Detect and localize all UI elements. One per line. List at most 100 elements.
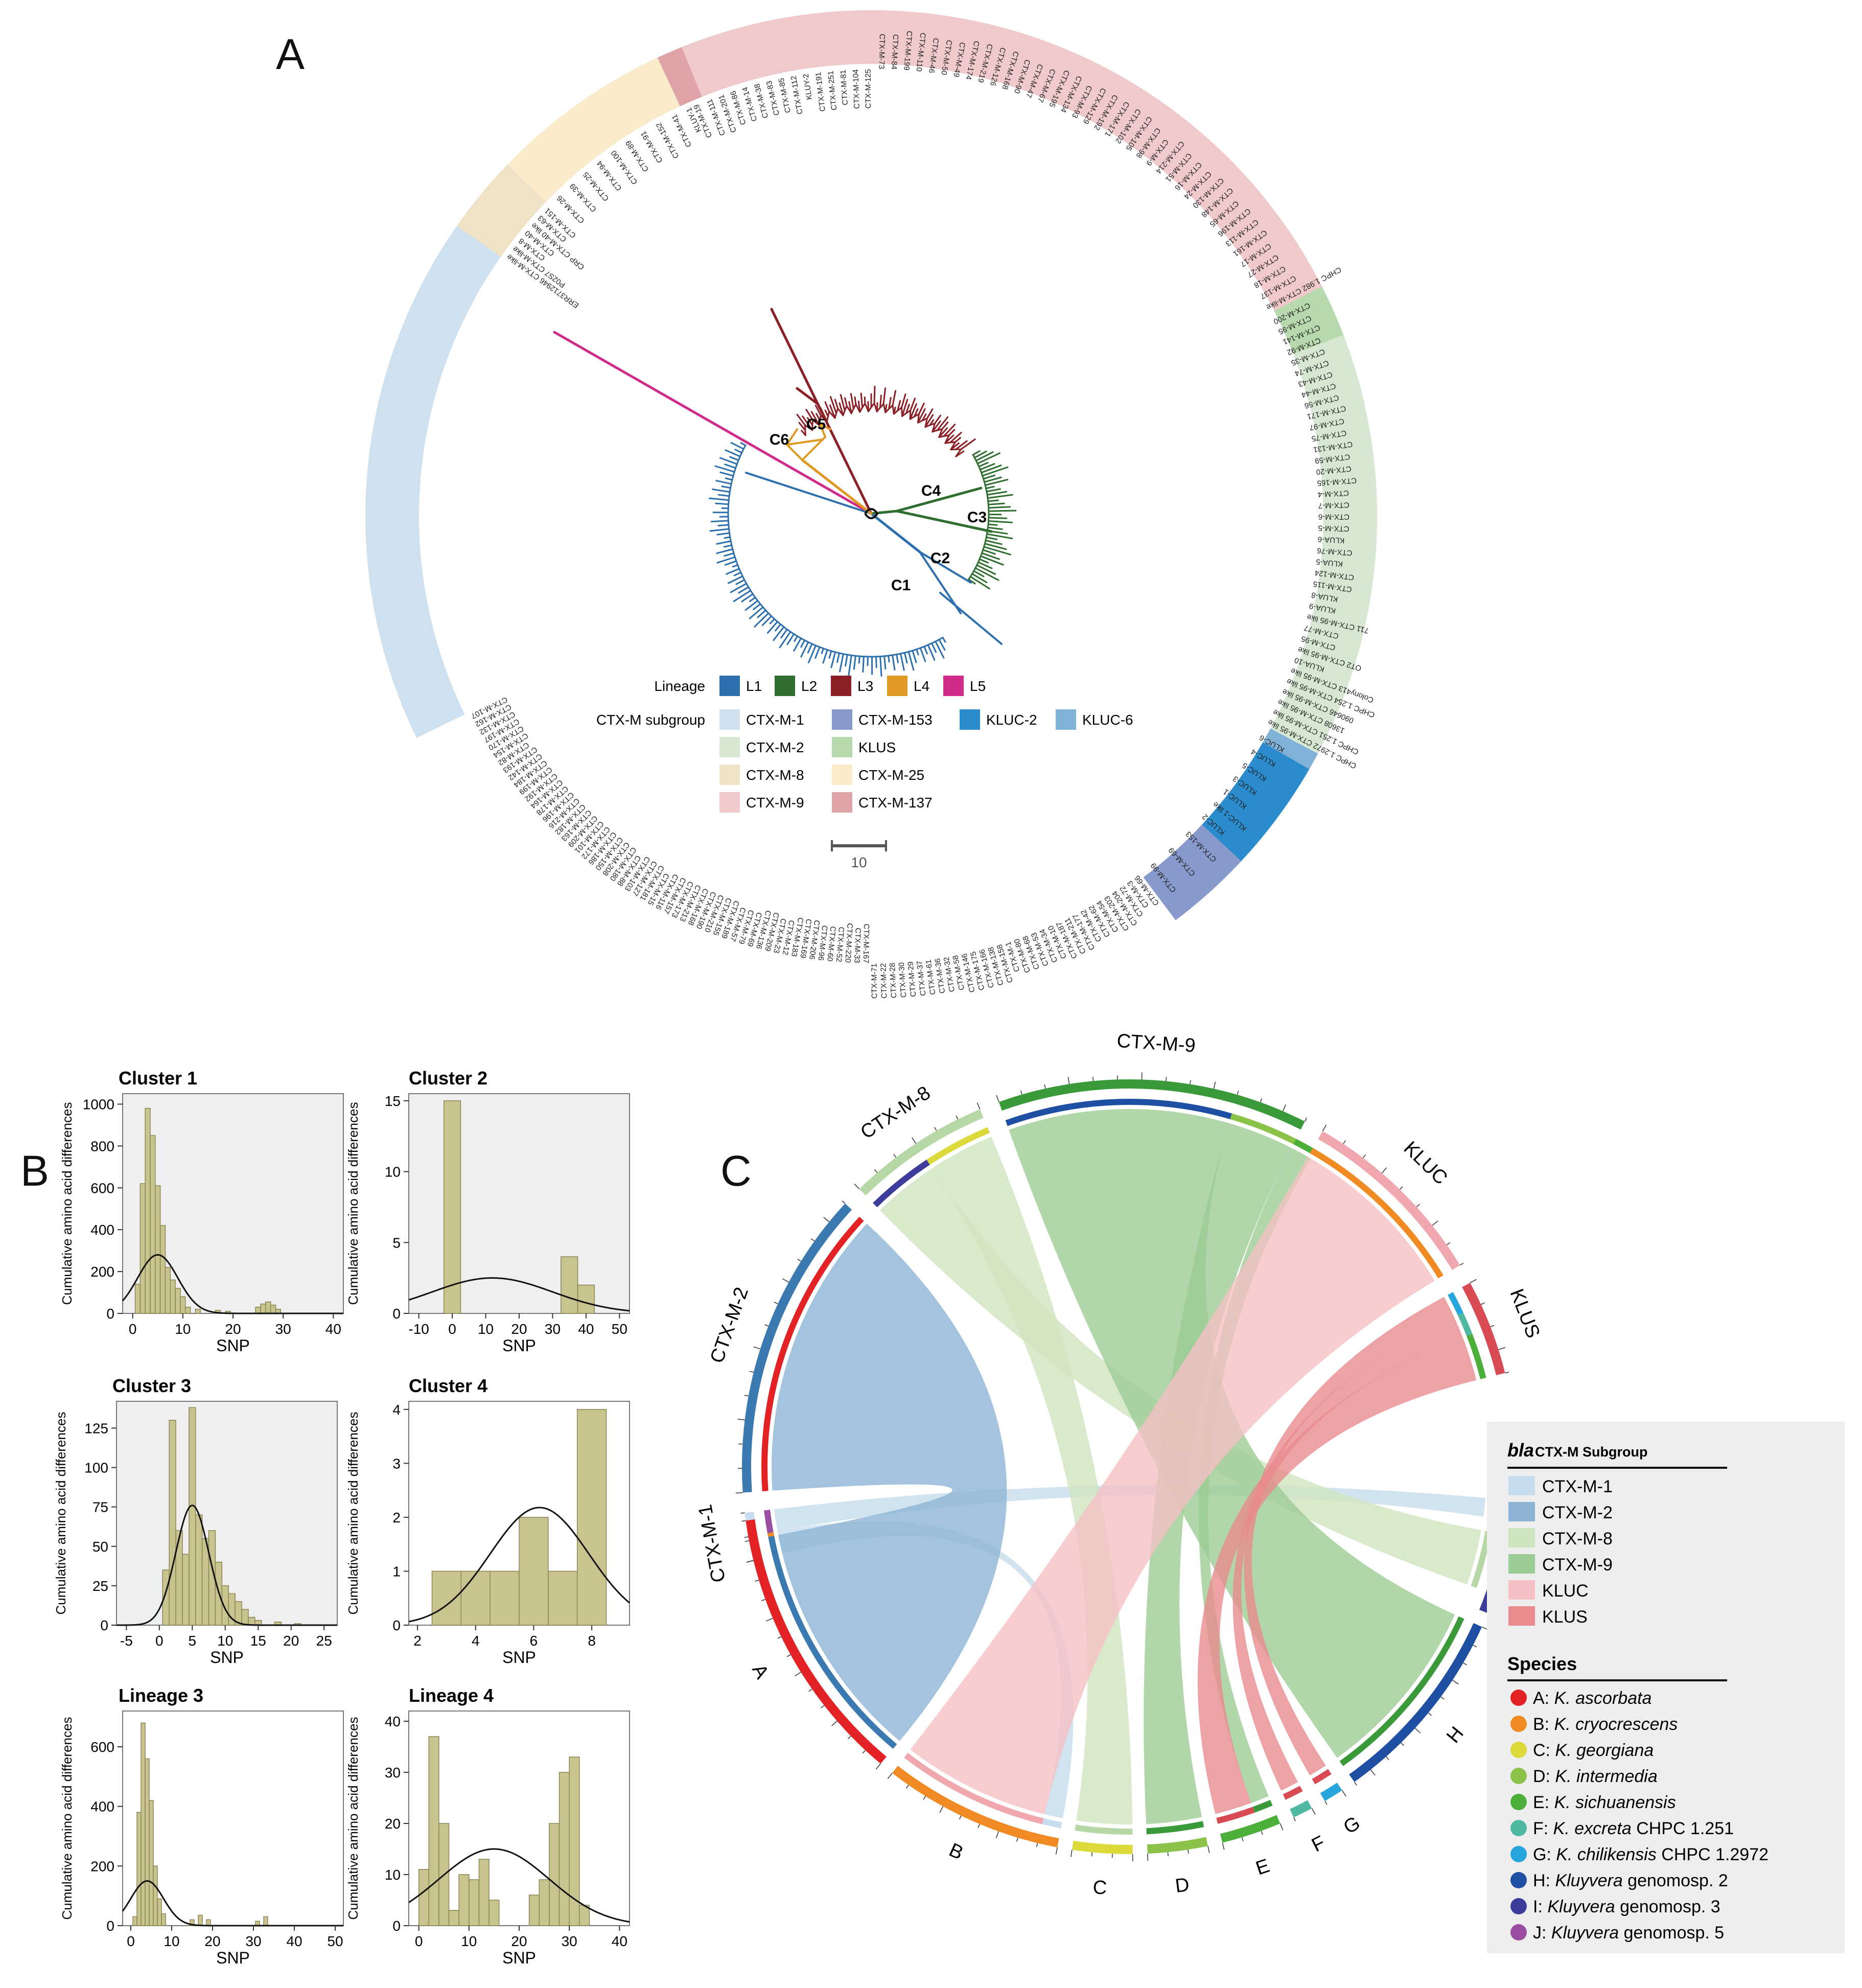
arc-tick: [1260, 1098, 1262, 1102]
tree-branch: [987, 523, 998, 526]
histogram-bar: [248, 1616, 255, 1626]
arc-tick: [1381, 1167, 1387, 1173]
tree-branch: [950, 441, 956, 451]
histogram-bar: [431, 1570, 462, 1626]
tree-branch: [983, 546, 1011, 556]
histogram-bar: [139, 1183, 146, 1314]
x-tick-label: 50: [327, 1933, 343, 1949]
x-tick-label: 0: [129, 1321, 137, 1337]
cluster-label: C2: [930, 550, 950, 567]
tree-branch: [769, 618, 775, 625]
arc-tick: [1293, 1817, 1296, 1821]
tree-branch: [938, 428, 943, 438]
x-tick-label: 10: [175, 1321, 191, 1337]
histogram-bar: [448, 1910, 459, 1926]
tree-branch: [819, 423, 831, 430]
x-tick-label: 30: [545, 1321, 561, 1337]
tree-branch: [727, 575, 743, 584]
arc-tick: [1067, 1077, 1070, 1084]
arc-tick: [810, 1238, 815, 1242]
arc-tick: [1401, 1742, 1404, 1746]
tree-branch: [798, 422, 806, 431]
leaf-label: CTX-M-6: [1318, 513, 1349, 521]
sector-label: CTX-M-2: [706, 1284, 753, 1366]
histogram-bar: [198, 1914, 203, 1926]
outer-arc: [1220, 1815, 1281, 1843]
tree-branch: [712, 489, 731, 493]
outer-arc: [1320, 1783, 1342, 1801]
arc-tick: [887, 1772, 893, 1779]
species-dot: [1510, 1924, 1527, 1940]
panel-b: B Cluster 10 10 20 30 4002004006008001000SNP…: [20, 1068, 630, 1967]
histogram-bar: [561, 1256, 578, 1314]
arc-tick: [1428, 1712, 1432, 1716]
histogram-bar: [469, 1879, 480, 1926]
ring-ctx-m-25: [507, 57, 680, 202]
y-tick-label: 40: [385, 1714, 401, 1729]
arc-tick: [1370, 1769, 1376, 1776]
tree-branch: [757, 609, 766, 618]
tree-branch: [801, 436, 826, 461]
inner-ring-segment: [1312, 1769, 1332, 1785]
tree-branch: [829, 396, 837, 414]
histogram-bar: [478, 1859, 490, 1926]
species-label: J: Kluyvera genomosp. 5: [1533, 1923, 1724, 1943]
species-label: E: K. sichuanensis: [1533, 1793, 1676, 1812]
arc-tick: [1416, 1204, 1420, 1208]
tree-branch: [870, 510, 898, 515]
arc-tick: [874, 1169, 878, 1173]
leaf-label: CTX-M-191: [814, 72, 827, 112]
x-tick-label: 10: [164, 1933, 179, 1949]
normal-curve: [122, 1880, 343, 1927]
tree-branch: [754, 612, 770, 628]
tree-branch: [822, 649, 828, 664]
tree-branch: [916, 649, 919, 656]
tree-branch: [931, 642, 937, 653]
sector-label: D: [1174, 1874, 1191, 1897]
tree-branch: [941, 422, 949, 430]
leaf-label: KLUY-2: [802, 73, 814, 100]
inner-ring-segment: [1310, 1148, 1444, 1279]
x-tick-label: 30: [245, 1933, 261, 1949]
y-tick-label: 0: [392, 1306, 401, 1322]
inner-ring-segment: [1042, 1818, 1062, 1829]
tree-branch: [834, 399, 839, 409]
tree-branch: [775, 623, 782, 632]
tree-branch: [836, 652, 840, 663]
tree-branch: [938, 638, 946, 651]
tree-branch: [892, 390, 897, 406]
tree-branch: [973, 450, 987, 459]
tree-branch: [888, 397, 892, 410]
histogram-title: Cluster 4: [409, 1375, 487, 1396]
tree-branch: [909, 403, 917, 420]
tree-branch: [912, 650, 917, 663]
y-tick-label: 75: [92, 1499, 108, 1515]
histogram-4: Cluster 4 2 4 6 8 0 1 2 3 4 SNP Cumulative amino ac…: [345, 1375, 630, 1667]
histogram-bar: [460, 1570, 491, 1626]
histogram-bar: [157, 1898, 162, 1926]
tree-branch: [716, 548, 734, 554]
tree-branch: [859, 407, 864, 413]
histogram-bar: [195, 1309, 201, 1314]
tree-branch: [971, 573, 988, 584]
inner-ring-segment: [1252, 1800, 1273, 1813]
tree-branch: [814, 404, 822, 417]
subgroup-swatch: [1508, 1580, 1535, 1600]
x-tick-label: 10: [217, 1633, 233, 1649]
histogram-bar: [145, 1758, 150, 1926]
tree-branch: [715, 480, 732, 485]
subgroup-label: CTX-M-2: [1542, 1503, 1613, 1522]
panel-a-letter: A: [276, 30, 305, 78]
tree-branch: [981, 465, 1002, 474]
subgroup-swatch: [719, 709, 740, 730]
y-tick-label: 0: [106, 1306, 114, 1322]
panel-c: C CTX-M-1CTX-M-2CTX-M-8CTX-M-9KLUCKLUSJI…: [694, 1030, 1845, 1953]
tree-branch: [740, 442, 747, 446]
tree-branch: [875, 656, 877, 668]
arc-tick: [1324, 1800, 1328, 1805]
arc-tick: [862, 1750, 866, 1754]
panel-a-legend: Lineage L1 L2 L3 L4 L5 CTX-M subgroup CTX-M-…: [596, 676, 1133, 870]
tree-branch: [917, 408, 926, 424]
tree-branch: [848, 654, 852, 676]
